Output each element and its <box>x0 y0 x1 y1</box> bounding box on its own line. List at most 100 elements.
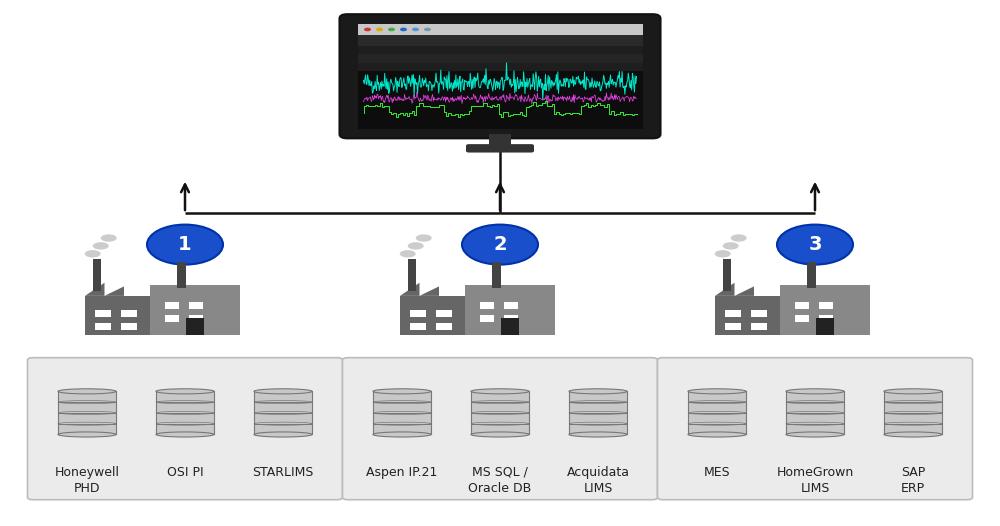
Ellipse shape <box>493 245 509 252</box>
Bar <box>165 315 179 322</box>
FancyBboxPatch shape <box>466 144 534 153</box>
Ellipse shape <box>688 432 746 437</box>
Bar <box>95 310 111 317</box>
Bar <box>121 323 137 330</box>
Bar <box>795 315 809 322</box>
Text: HomeGrown
LIMS: HomeGrown LIMS <box>776 466 854 494</box>
Text: 3: 3 <box>808 235 822 254</box>
Bar <box>358 24 643 129</box>
Bar <box>725 323 741 330</box>
Ellipse shape <box>186 237 202 244</box>
Ellipse shape <box>373 432 431 437</box>
Ellipse shape <box>408 242 424 250</box>
Bar <box>471 391 529 434</box>
Bar <box>465 285 555 336</box>
Bar <box>501 319 519 336</box>
Bar <box>480 302 494 309</box>
FancyBboxPatch shape <box>28 358 342 500</box>
Circle shape <box>147 225 223 265</box>
Text: 2: 2 <box>493 235 507 254</box>
Bar <box>751 310 767 317</box>
Ellipse shape <box>373 389 431 394</box>
Ellipse shape <box>400 27 407 32</box>
Text: MS SQL /
Oracle DB: MS SQL / Oracle DB <box>468 466 532 494</box>
Ellipse shape <box>569 432 627 437</box>
Circle shape <box>777 225 853 265</box>
Ellipse shape <box>156 432 214 437</box>
Bar <box>58 391 116 434</box>
Ellipse shape <box>715 250 731 257</box>
Bar <box>358 35 643 46</box>
Ellipse shape <box>471 432 529 437</box>
Bar <box>723 259 731 290</box>
Polygon shape <box>105 286 124 296</box>
Bar <box>807 262 816 288</box>
Ellipse shape <box>485 253 501 260</box>
Bar <box>95 323 111 330</box>
Bar <box>408 259 416 290</box>
Bar <box>121 310 137 317</box>
Bar <box>254 391 312 434</box>
Ellipse shape <box>786 389 844 394</box>
Ellipse shape <box>569 389 627 394</box>
Ellipse shape <box>388 27 395 32</box>
Polygon shape <box>85 283 105 296</box>
Text: STARLIMS: STARLIMS <box>252 466 314 479</box>
Polygon shape <box>715 283 734 296</box>
Polygon shape <box>420 286 439 296</box>
Polygon shape <box>400 283 420 296</box>
FancyBboxPatch shape <box>658 358 972 500</box>
Ellipse shape <box>884 389 942 394</box>
Ellipse shape <box>786 432 844 437</box>
Ellipse shape <box>254 432 312 437</box>
FancyBboxPatch shape <box>342 358 658 500</box>
Ellipse shape <box>815 237 832 244</box>
Ellipse shape <box>688 389 746 394</box>
Bar <box>795 302 809 309</box>
Ellipse shape <box>400 250 416 257</box>
Ellipse shape <box>85 250 101 257</box>
Bar <box>816 319 834 336</box>
Ellipse shape <box>58 432 116 437</box>
Bar <box>400 296 465 336</box>
Bar <box>436 310 452 317</box>
Bar <box>165 302 179 309</box>
Ellipse shape <box>170 253 186 260</box>
Text: Aspen IP.21: Aspen IP.21 <box>366 466 438 479</box>
Bar <box>189 302 203 309</box>
Bar <box>373 391 431 434</box>
Ellipse shape <box>471 389 529 394</box>
Bar <box>480 315 494 322</box>
Polygon shape <box>734 286 754 296</box>
Ellipse shape <box>412 27 419 32</box>
Text: MES: MES <box>704 466 730 479</box>
Bar <box>410 323 426 330</box>
Bar <box>489 134 511 146</box>
Bar <box>504 315 518 322</box>
Ellipse shape <box>731 234 747 241</box>
Ellipse shape <box>101 234 117 241</box>
Bar <box>85 296 150 336</box>
Bar <box>358 63 643 71</box>
Bar <box>504 302 518 309</box>
Bar <box>492 262 501 288</box>
Ellipse shape <box>254 389 312 394</box>
Ellipse shape <box>93 242 109 250</box>
Ellipse shape <box>501 237 516 244</box>
Bar <box>189 315 203 322</box>
Bar <box>751 323 767 330</box>
Circle shape <box>462 225 538 265</box>
Bar <box>569 391 627 434</box>
Text: 1: 1 <box>178 235 192 254</box>
Ellipse shape <box>376 27 383 32</box>
Bar <box>150 285 240 336</box>
Bar <box>436 323 452 330</box>
Ellipse shape <box>364 27 371 32</box>
Bar <box>93 259 101 290</box>
Ellipse shape <box>884 432 942 437</box>
Bar <box>156 391 214 434</box>
Bar <box>410 310 426 317</box>
Ellipse shape <box>807 245 824 252</box>
Ellipse shape <box>178 245 194 252</box>
Ellipse shape <box>416 234 432 241</box>
